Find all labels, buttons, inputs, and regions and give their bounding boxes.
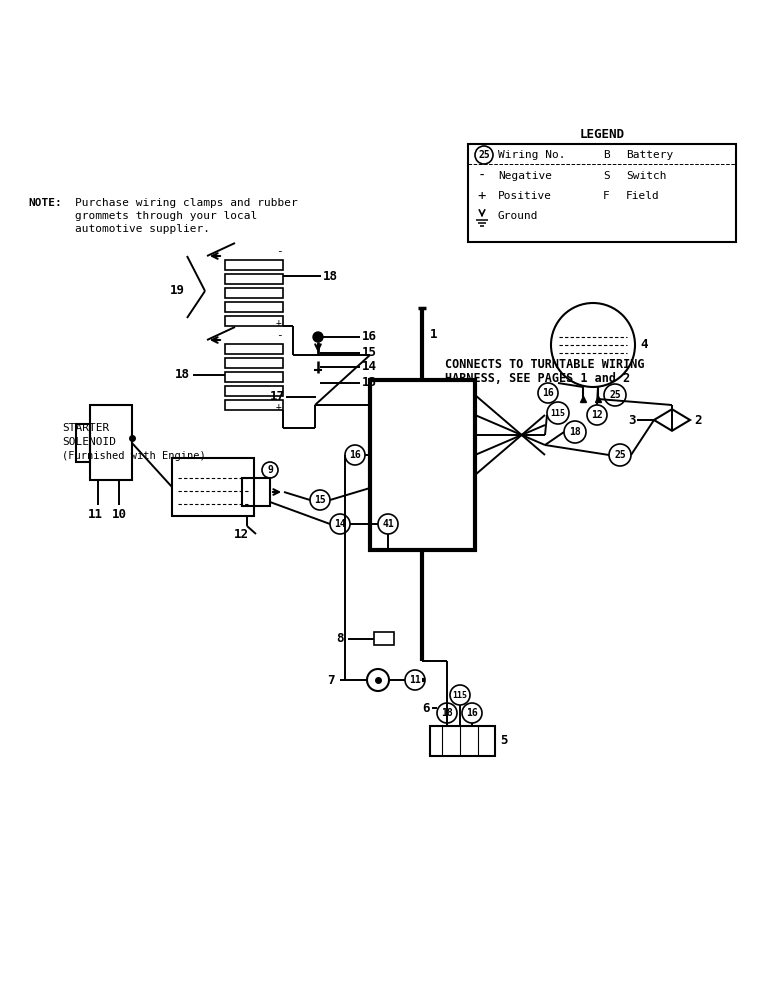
Text: 2: 2 [694, 414, 702, 426]
Text: 12: 12 [591, 410, 603, 420]
Text: 9: 9 [267, 465, 273, 475]
Text: Purchase wiring clamps and rubber: Purchase wiring clamps and rubber [75, 198, 298, 208]
Text: +: + [478, 189, 486, 203]
Text: 7: 7 [327, 674, 335, 686]
Text: S: S [603, 171, 610, 181]
Bar [225, 358, 283, 368]
Text: Battery: Battery [626, 150, 673, 160]
Bar [225, 344, 283, 354]
Text: +: + [276, 402, 282, 412]
Text: -: - [478, 169, 486, 183]
Text: 16: 16 [466, 708, 478, 718]
Text: grommets through your local: grommets through your local [75, 211, 257, 221]
Text: CONNECTS TO TURNTABLE WIRING: CONNECTS TO TURNTABLE WIRING [445, 359, 645, 371]
Bar [225, 260, 283, 270]
Text: 16: 16 [349, 450, 361, 460]
Text: 8: 8 [337, 633, 344, 646]
Text: 14: 14 [334, 519, 346, 529]
Text: LEGEND: LEGEND [580, 128, 625, 141]
Bar [468, 144, 736, 242]
Text: 15: 15 [362, 347, 377, 360]
Text: Wiring No.: Wiring No. [498, 150, 566, 160]
Text: 5: 5 [500, 734, 507, 748]
Text: 25: 25 [609, 390, 621, 400]
Text: 19: 19 [170, 284, 185, 298]
Text: 115: 115 [550, 408, 566, 418]
Text: HARNESS, SEE PAGES 1 and 2: HARNESS, SEE PAGES 1 and 2 [445, 372, 630, 385]
Text: 15: 15 [314, 495, 326, 505]
Bar [225, 316, 283, 326]
Bar [370, 380, 475, 550]
Text: SOLENOID: SOLENOID [62, 437, 116, 447]
Bar [225, 386, 283, 396]
Text: 18: 18 [441, 708, 453, 718]
Text: 4: 4 [640, 338, 648, 352]
Bar [172, 458, 254, 516]
Text: Switch: Switch [626, 171, 666, 181]
Bar [225, 372, 283, 382]
Text: STARTER: STARTER [62, 423, 110, 433]
Bar [76, 424, 90, 462]
Text: 6: 6 [422, 702, 430, 714]
Text: 25: 25 [614, 450, 626, 460]
Text: 18: 18 [569, 427, 581, 437]
Text: Ground: Ground [498, 211, 539, 221]
Text: F: F [603, 191, 610, 201]
Bar [225, 302, 283, 312]
Text: -: - [276, 246, 283, 256]
Text: 115: 115 [452, 690, 468, 700]
Text: 10: 10 [111, 508, 127, 522]
Text: 3: 3 [628, 414, 636, 426]
Text: (Furnished with Engine): (Furnished with Engine) [62, 451, 206, 461]
Text: 14: 14 [362, 360, 377, 373]
Text: 18: 18 [323, 269, 338, 282]
Text: Negative: Negative [498, 171, 552, 181]
Bar [225, 400, 283, 410]
Text: NOTE:: NOTE: [28, 198, 62, 208]
Text: 12: 12 [234, 528, 249, 540]
Text: 16: 16 [542, 388, 554, 398]
Text: automotive supplier.: automotive supplier. [75, 224, 210, 234]
Text: 16: 16 [362, 330, 377, 344]
Text: 1: 1 [430, 328, 438, 342]
Text: Field: Field [626, 191, 660, 201]
Text: 11: 11 [409, 675, 421, 685]
Circle shape [313, 332, 323, 342]
Text: 25: 25 [478, 150, 490, 160]
Text: 41: 41 [382, 519, 394, 529]
Text: 17: 17 [270, 390, 285, 403]
Bar [225, 274, 283, 284]
Text: 18: 18 [175, 368, 190, 381]
Text: +: + [276, 318, 282, 328]
Bar [90, 405, 132, 480]
Text: Positive: Positive [498, 191, 552, 201]
Text: 11: 11 [87, 508, 103, 522]
Bar [430, 726, 495, 756]
Text: -: - [276, 330, 283, 340]
Bar [225, 288, 283, 298]
Text: 13: 13 [362, 376, 377, 389]
Text: B: B [603, 150, 610, 160]
Bar [374, 632, 394, 645]
Bar [242, 478, 270, 506]
